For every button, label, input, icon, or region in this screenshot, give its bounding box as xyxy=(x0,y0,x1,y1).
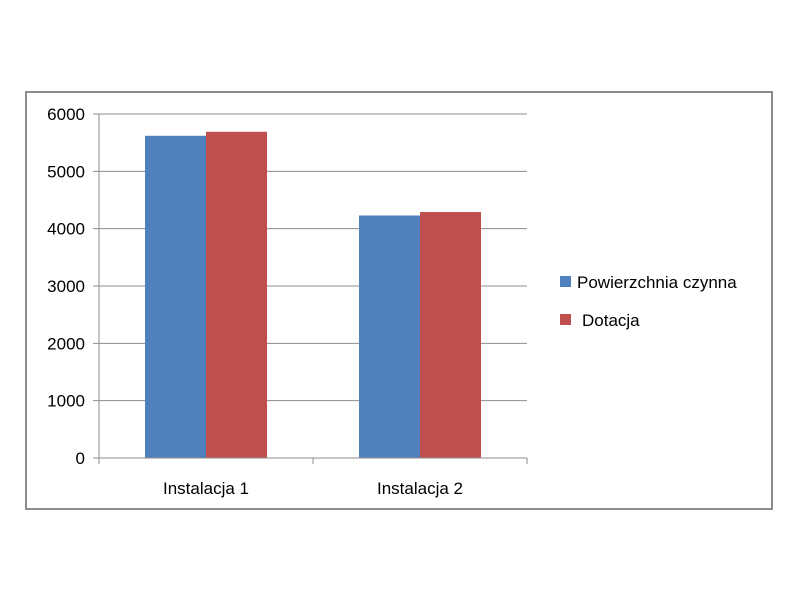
x-tick-label: Instalacja 2 xyxy=(377,479,463,498)
x-tick-label: Instalacja 1 xyxy=(163,479,249,498)
bar-dotacja-2 xyxy=(420,212,481,458)
y-tick-label: 3000 xyxy=(47,277,85,296)
legend-swatch xyxy=(560,314,571,325)
y-tick-labels: 0 1000 2000 3000 4000 5000 6000 xyxy=(47,105,85,468)
y-tick-label: 6000 xyxy=(47,105,85,124)
legend-label: Dotacja xyxy=(582,311,640,330)
bar-powierzchnia-1 xyxy=(145,135,206,458)
y-tick-label: 4000 xyxy=(47,220,85,239)
legend: Powierzchnia czynna Dotacja xyxy=(560,273,737,330)
y-tick-label: 1000 xyxy=(47,392,85,411)
bar-powierzchnia-2 xyxy=(359,215,420,458)
axes xyxy=(93,113,528,464)
x-tick-labels: Instalacja 1 Instalacja 2 xyxy=(163,479,463,498)
bars xyxy=(145,131,481,459)
bar-dotacja-1 xyxy=(206,131,267,459)
y-tick-label: 0 xyxy=(76,449,85,468)
legend-label: Powierzchnia czynna xyxy=(577,273,737,292)
legend-swatch xyxy=(560,276,571,287)
y-tick-label: 5000 xyxy=(47,162,85,181)
y-tick-label: 2000 xyxy=(47,334,85,353)
